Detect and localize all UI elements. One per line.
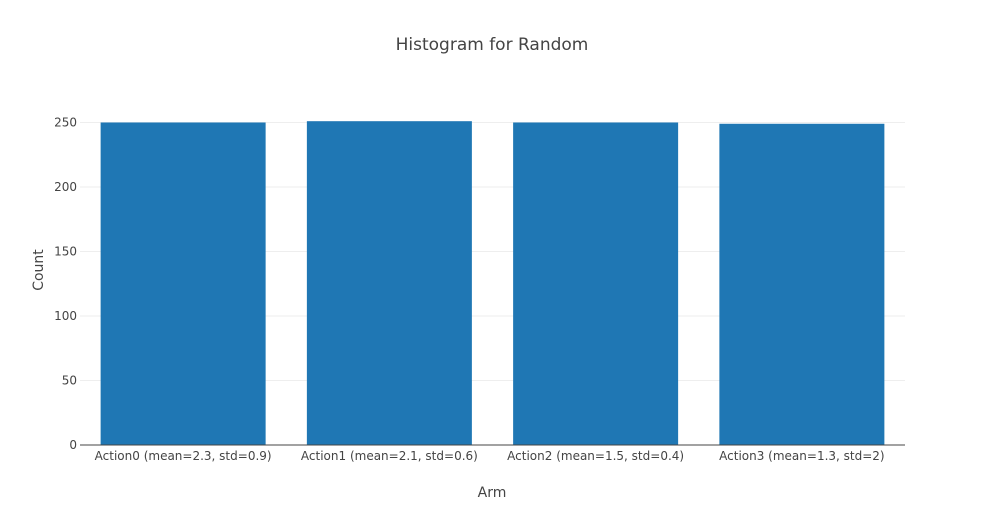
y-axis-title: Count xyxy=(31,249,47,291)
x-tick-label: Action3 (mean=1.3, std=2) xyxy=(719,449,884,463)
x-tick-labels: Action0 (mean=2.3, std=0.9) Action1 (mean… xyxy=(95,449,885,463)
y-tick-label: 50 xyxy=(62,373,77,387)
y-tick-label: 200 xyxy=(54,180,77,194)
chart-title: Histogram for Random xyxy=(396,35,589,55)
x-tick-label: Action2 (mean=1.5, std=0.4) xyxy=(507,449,684,463)
x-tick-label: Action1 (mean=2.1, std=0.6) xyxy=(301,449,478,463)
y-tick-label: 100 xyxy=(54,309,77,323)
bar-3[interactable] xyxy=(719,123,885,445)
y-tick-labels: 0 50 100 150 200 250 xyxy=(54,115,77,452)
y-tick-label: 150 xyxy=(54,244,77,258)
y-tick-label: 250 xyxy=(54,115,77,129)
bar-2[interactable] xyxy=(513,122,679,445)
bar-0[interactable] xyxy=(100,122,266,445)
bar-1[interactable] xyxy=(306,121,472,445)
x-tick-label: Action0 (mean=2.3, std=0.9) xyxy=(95,449,272,463)
y-tick-label: 0 xyxy=(69,438,77,452)
x-axis-title: Arm xyxy=(478,485,507,501)
bars-group xyxy=(100,121,885,445)
